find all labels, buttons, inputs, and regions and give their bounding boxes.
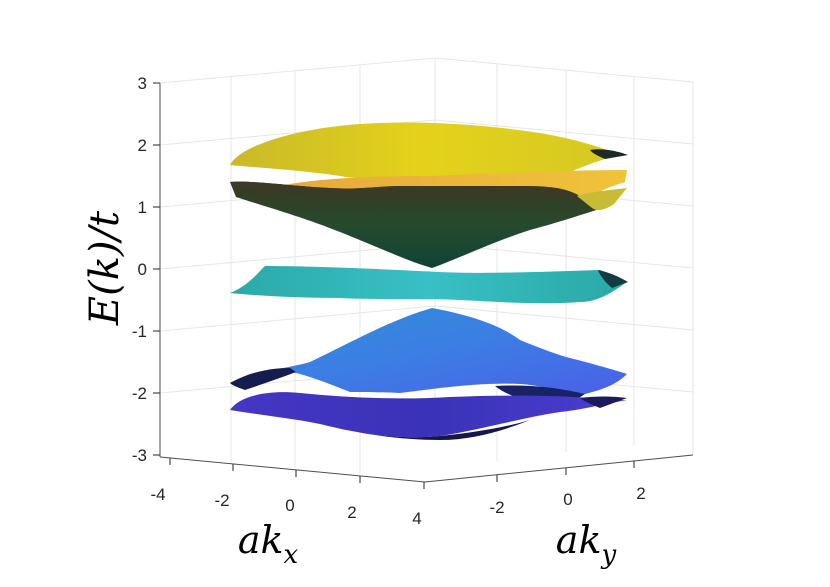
z-tick-label: 2 <box>138 136 147 155</box>
band-surface-4-edge <box>230 368 296 390</box>
y-tick-label: 0 <box>563 490 572 509</box>
y-axis-title: aky <box>556 518 617 570</box>
band-surface-5 <box>230 392 627 438</box>
band-surface-1-edge <box>590 149 628 159</box>
z-tick-label: 1 <box>138 198 147 217</box>
z-axis-title: E(k)/t <box>82 210 128 326</box>
z-tick-label: -2 <box>132 384 147 403</box>
y-tick-labels: -2 0 2 <box>489 484 645 517</box>
band-surface-4 <box>230 308 627 394</box>
band-surface-3-edge <box>598 270 628 288</box>
band-surface-3 <box>230 266 627 304</box>
z-tick-labels: 3 2 1 0 -1 -2 -3 <box>132 74 147 465</box>
x-axis-title: akx <box>238 518 299 570</box>
x-tick-label: 0 <box>285 496 294 515</box>
z-tick-label: -1 <box>132 322 147 341</box>
x-tick-label: -4 <box>150 485 165 504</box>
x-tick-label: 2 <box>347 503 356 522</box>
band-surface-2-rim <box>230 181 578 200</box>
band-surfaces <box>230 122 628 440</box>
z-tick-label: 3 <box>138 74 147 93</box>
y-tick-label: -2 <box>489 498 504 517</box>
band-surface-1 <box>230 122 618 182</box>
band-surface-2 <box>230 181 600 268</box>
tick-marks <box>153 82 635 489</box>
x-tick-labels: -4 -2 0 2 4 <box>150 485 421 528</box>
x-tick-label: -2 <box>214 491 229 510</box>
x-tick-label: 4 <box>412 509 421 528</box>
y-tick-label: 2 <box>636 484 645 503</box>
z-tick-label: -3 <box>132 446 147 465</box>
band-surface-5-underside <box>320 420 530 440</box>
z-tick-label: 0 <box>138 260 147 279</box>
